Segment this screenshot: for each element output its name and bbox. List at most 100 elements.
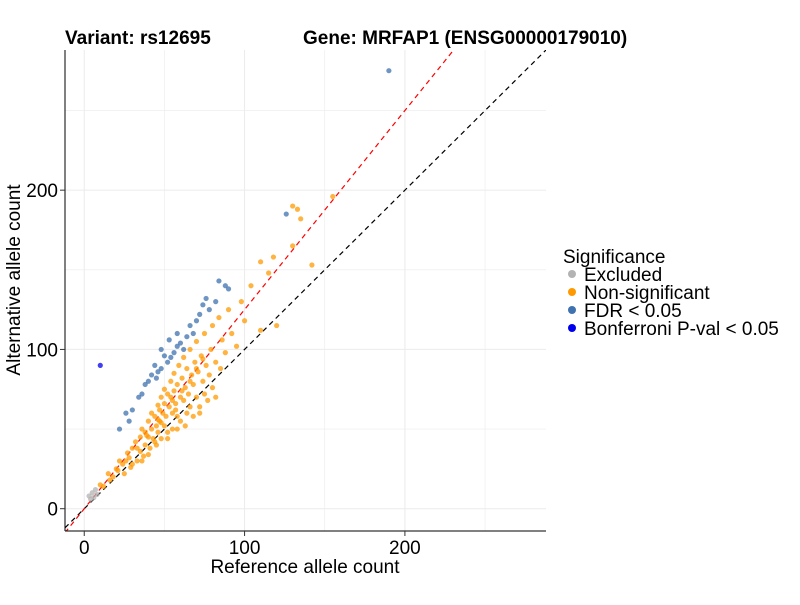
point-non-significant xyxy=(156,407,163,413)
point-non-significant xyxy=(209,385,216,391)
point-non-significant xyxy=(163,413,169,419)
y-tick-label: 100 xyxy=(26,340,58,361)
point-fdr-0-05 xyxy=(222,283,228,289)
point-fdr-0-05 xyxy=(190,330,196,337)
point-fdr-0-05 xyxy=(181,346,187,353)
point-non-significant xyxy=(144,432,150,439)
point-fdr-0-05 xyxy=(174,343,180,349)
point-non-significant xyxy=(152,439,158,445)
point-non-significant xyxy=(274,322,280,329)
legend-key xyxy=(568,270,576,278)
point-fdr-0-05 xyxy=(193,318,200,324)
point-non-significant xyxy=(298,216,304,222)
point-non-significant xyxy=(190,381,196,388)
point-non-significant xyxy=(174,413,180,419)
point-non-significant xyxy=(165,436,171,442)
point-non-significant xyxy=(158,420,164,426)
point-non-significant xyxy=(238,299,244,305)
point-excluded xyxy=(92,486,99,493)
point-non-significant xyxy=(241,318,248,324)
point-non-significant xyxy=(160,410,166,416)
point-non-significant xyxy=(148,410,155,416)
point-non-significant xyxy=(201,330,208,337)
point-non-significant xyxy=(161,386,168,392)
point-non-significant xyxy=(129,445,135,451)
point-non-significant xyxy=(216,314,222,321)
legend-key xyxy=(568,306,576,314)
point-non-significant xyxy=(174,426,180,432)
point-excluded xyxy=(89,490,95,496)
point-non-significant xyxy=(155,402,161,408)
legend-label: Excluded xyxy=(584,265,662,286)
point-fdr-0-05 xyxy=(168,354,174,360)
point-non-significant xyxy=(208,346,214,353)
point-bonferroni-p-val-0-05 xyxy=(97,362,103,368)
grid-lines xyxy=(65,50,546,531)
point-fdr-0-05 xyxy=(200,302,206,308)
point-non-significant xyxy=(158,436,164,442)
point-non-significant xyxy=(137,434,143,440)
axes: 0 100 200 0 100 200 xyxy=(26,50,546,559)
point-fdr-0-05 xyxy=(158,365,164,372)
point-non-significant xyxy=(213,394,219,400)
x-tick-label: 100 xyxy=(229,538,261,559)
y-tick-label: 200 xyxy=(26,181,58,202)
point-non-significant xyxy=(161,423,168,429)
point-non-significant xyxy=(294,206,301,212)
point-fdr-0-05 xyxy=(206,307,212,313)
point-non-significant xyxy=(176,362,182,368)
point-non-significant xyxy=(168,378,174,384)
point-fdr-0-05 xyxy=(129,407,135,413)
point-fdr-0-05 xyxy=(174,330,180,337)
point-non-significant xyxy=(330,193,336,200)
point-non-significant xyxy=(229,330,235,337)
point-non-significant xyxy=(225,307,232,313)
point-non-significant xyxy=(213,359,219,365)
point-fdr-0-05 xyxy=(155,369,161,375)
point-non-significant xyxy=(142,442,148,448)
point-fdr-0-05 xyxy=(116,426,123,432)
legend-title: Significance xyxy=(563,247,665,268)
point-non-significant xyxy=(128,464,134,470)
point-non-significant xyxy=(219,337,225,343)
y-tick-label: 0 xyxy=(47,500,58,521)
point-fdr-0-05 xyxy=(225,286,232,292)
point-fdr-0-05 xyxy=(216,278,222,284)
point-non-significant xyxy=(222,350,228,356)
point-non-significant xyxy=(165,391,171,397)
point-fdr-0-05 xyxy=(142,381,148,388)
point-fdr-0-05 xyxy=(187,322,193,329)
point-fdr-0-05 xyxy=(213,299,219,305)
point-non-significant xyxy=(152,413,158,419)
point-non-significant xyxy=(134,458,140,464)
point-non-significant xyxy=(192,359,198,365)
point-non-significant xyxy=(169,426,176,432)
point-non-significant xyxy=(171,388,177,394)
point-fdr-0-05 xyxy=(171,350,177,356)
reference-lines xyxy=(65,50,546,531)
point-non-significant xyxy=(197,404,203,410)
point-non-significant xyxy=(193,394,200,400)
point-non-significant xyxy=(184,365,190,372)
point-non-significant xyxy=(155,416,161,423)
point-non-significant xyxy=(200,356,206,362)
point-fdr-0-05 xyxy=(184,334,190,340)
point-fdr-0-05 xyxy=(161,353,168,359)
point-fdr-0-05 xyxy=(148,372,155,378)
point-non-significant xyxy=(100,483,107,490)
point-non-significant xyxy=(173,400,179,407)
point-non-significant xyxy=(179,388,185,394)
x-axis-title: Reference allele count xyxy=(210,557,400,578)
point-non-significant xyxy=(169,397,176,403)
legend-label: Non-significant xyxy=(584,283,710,304)
y-axis-title: Alternative allele count xyxy=(4,184,25,376)
point-non-significant xyxy=(193,365,200,372)
point-non-significant xyxy=(203,362,209,368)
point-fdr-0-05 xyxy=(123,410,129,416)
point-non-significant xyxy=(173,407,179,413)
point-non-significant xyxy=(121,471,127,477)
point-non-significant xyxy=(107,477,113,483)
point-fdr-0-05 xyxy=(152,362,158,368)
point-non-significant xyxy=(158,394,164,400)
